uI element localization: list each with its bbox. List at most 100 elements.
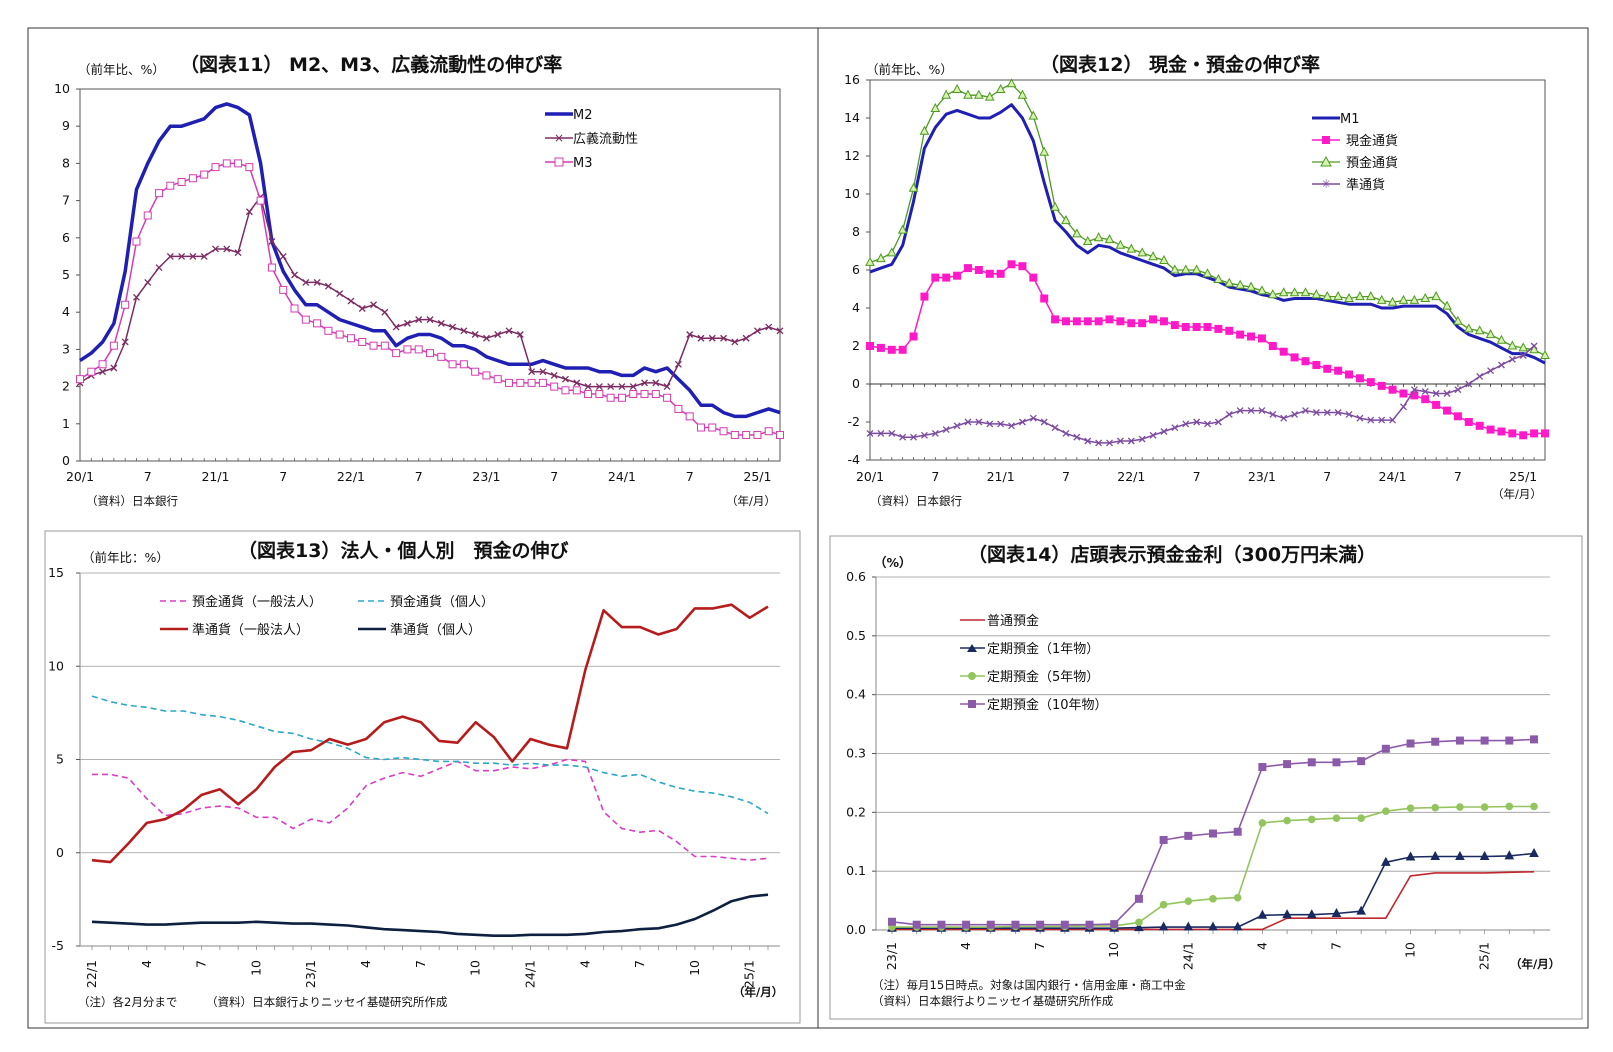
chart-14: （図表14）店頭表示預金金利（300万円未満） （%） 0.0 0.1 0.2 0.3… <box>846 543 1560 1008</box>
data-point-quasi <box>1193 418 1201 426</box>
ytick-label: 5 <box>56 752 64 767</box>
data-point-cash <box>1530 429 1539 438</box>
data-point-deposit <box>1148 251 1158 261</box>
data-point-quasi <box>986 420 994 428</box>
chart12-xticks: 20/1 7 21/1 7 22/1 7 23/1 7 24/1 7 25/1 <box>856 457 1546 484</box>
data-point-broad-liquidity <box>584 383 592 391</box>
data-point-cash <box>1094 317 1103 326</box>
data-point-broad-liquidity <box>753 327 761 335</box>
series-line-quasi-corp <box>91 603 769 864</box>
xtick-label: 10 <box>1403 942 1418 958</box>
data-point-quasi <box>1247 407 1255 415</box>
data-point-cash <box>1388 385 1397 394</box>
data-point-deposit <box>1137 247 1148 257</box>
series-line-quasi <box>870 345 1535 444</box>
data-point-cash <box>1203 323 1212 331</box>
series-line-m1 <box>869 103 1546 365</box>
data-point-deposit <box>1289 287 1300 297</box>
xtick-label: 22/1 <box>337 469 365 484</box>
chart12-yticks: -4 -2 0 2 4 6 8 10 12 14 16 <box>844 72 1546 467</box>
data-point-deposit <box>963 89 973 99</box>
data-point-time-1y <box>1257 909 1268 919</box>
xtick-label: 23/1 <box>303 960 318 988</box>
data-point-m3 <box>459 360 468 369</box>
data-point-deposit <box>1453 315 1463 325</box>
xtick-label: 20/1 <box>66 469 94 484</box>
data-point-broad-liquidity <box>720 334 728 342</box>
data-point-broad-liquidity <box>381 308 389 316</box>
data-point-deposit <box>1485 329 1496 339</box>
ytick-label: 0.3 <box>846 746 866 761</box>
data-point-quasi <box>1095 439 1103 447</box>
data-point-cash <box>1236 330 1245 339</box>
data-point-time-10y <box>912 920 921 929</box>
data-point-deposit <box>1082 235 1093 245</box>
data-point-m3 <box>166 181 175 190</box>
data-point-cash <box>942 273 951 282</box>
legend-marker-square <box>968 700 976 708</box>
chart11-source: （資料）日本銀行 <box>86 494 178 508</box>
data-point-broad-liquidity <box>392 323 400 331</box>
data-point-deposit <box>1442 300 1452 310</box>
ytick-label: 6 <box>852 262 860 277</box>
data-point-quasi <box>888 429 896 437</box>
series-line-m2 <box>79 102 781 419</box>
data-point-m3 <box>493 375 502 384</box>
data-point-quasi <box>1410 386 1418 394</box>
data-point-quasi <box>1291 410 1299 418</box>
data-point-quasi <box>920 431 928 439</box>
data-point-deposit <box>908 182 919 192</box>
ytick-label: 0.0 <box>846 922 866 937</box>
data-point-broad-liquidity <box>686 331 694 338</box>
data-point-cash <box>1497 427 1506 436</box>
data-point-cash <box>1323 364 1332 373</box>
xtick-label: 10 <box>468 960 483 976</box>
ytick-label: 10 <box>54 81 70 96</box>
chart11-yticks: 0 1 2 3 4 5 6 7 8 9 10 <box>54 81 80 468</box>
data-point-broad-liquidity <box>652 379 660 387</box>
data-point-m3 <box>527 378 536 387</box>
data-point-time-5y <box>1209 895 1217 903</box>
data-point-m3 <box>414 345 423 354</box>
data-point-m3 <box>538 378 547 387</box>
data-point-m3 <box>471 367 480 376</box>
xtick-label: 22/1 <box>1117 469 1145 484</box>
data-point-cash <box>1018 262 1027 271</box>
chart-12: （図表12） 現金・預金の伸び率 （前年比、%） -4 -2 0 2 4 6 8 10 12 14… <box>844 53 1550 508</box>
data-point-broad-liquidity <box>336 290 344 298</box>
data-point-quasi <box>1236 407 1244 415</box>
legend-marker-x: × <box>554 131 564 145</box>
chart12-source: （資料）日本銀行 <box>870 494 962 508</box>
chart11-xticks: 20/1 7 21/1 7 22/1 7 23/1 7 24/1 7 25/1 <box>66 458 781 484</box>
xtick-label: 24/1 <box>608 469 636 484</box>
ytick-label: 15 <box>48 565 64 580</box>
ytick-label: 2 <box>852 338 860 353</box>
data-point-cash <box>1138 319 1147 328</box>
ytick-label: 14 <box>844 110 860 125</box>
series-line-m3 <box>79 162 781 436</box>
xtick-label: 24/1 <box>522 960 537 988</box>
data-point-cash <box>1508 429 1517 438</box>
data-point-time-5y <box>1431 803 1440 812</box>
data-point-m3 <box>109 341 118 350</box>
data-point-quasi <box>1497 361 1505 369</box>
series-line-time-1y <box>892 852 1535 930</box>
data-point-deposit <box>1409 294 1420 304</box>
ytick-label: -4 <box>848 452 861 467</box>
chart12-title: （図表12） 現金・預金の伸び率 <box>1040 53 1320 76</box>
data-point-cash <box>1486 425 1495 434</box>
data-point-broad-liquidity <box>99 368 107 376</box>
data-point-time-10y <box>1060 920 1069 929</box>
data-point-time-5y <box>1456 803 1464 811</box>
data-point-m3 <box>121 300 130 309</box>
data-point-cash <box>866 342 874 350</box>
data-point-deposit <box>1463 323 1474 333</box>
xtick-label: 25/1 <box>1509 469 1537 484</box>
data-point-time-1y <box>1356 905 1366 915</box>
data-point-quasi <box>997 420 1005 428</box>
chart14-xunit: （年/月） <box>1510 957 1560 971</box>
data-point-time-10y <box>962 920 971 929</box>
xtick-label: 7 <box>550 469 558 484</box>
legend-label-deposit-corp: 預金通貨（一般法人） <box>192 594 322 610</box>
ytick-label: 12 <box>844 148 860 163</box>
